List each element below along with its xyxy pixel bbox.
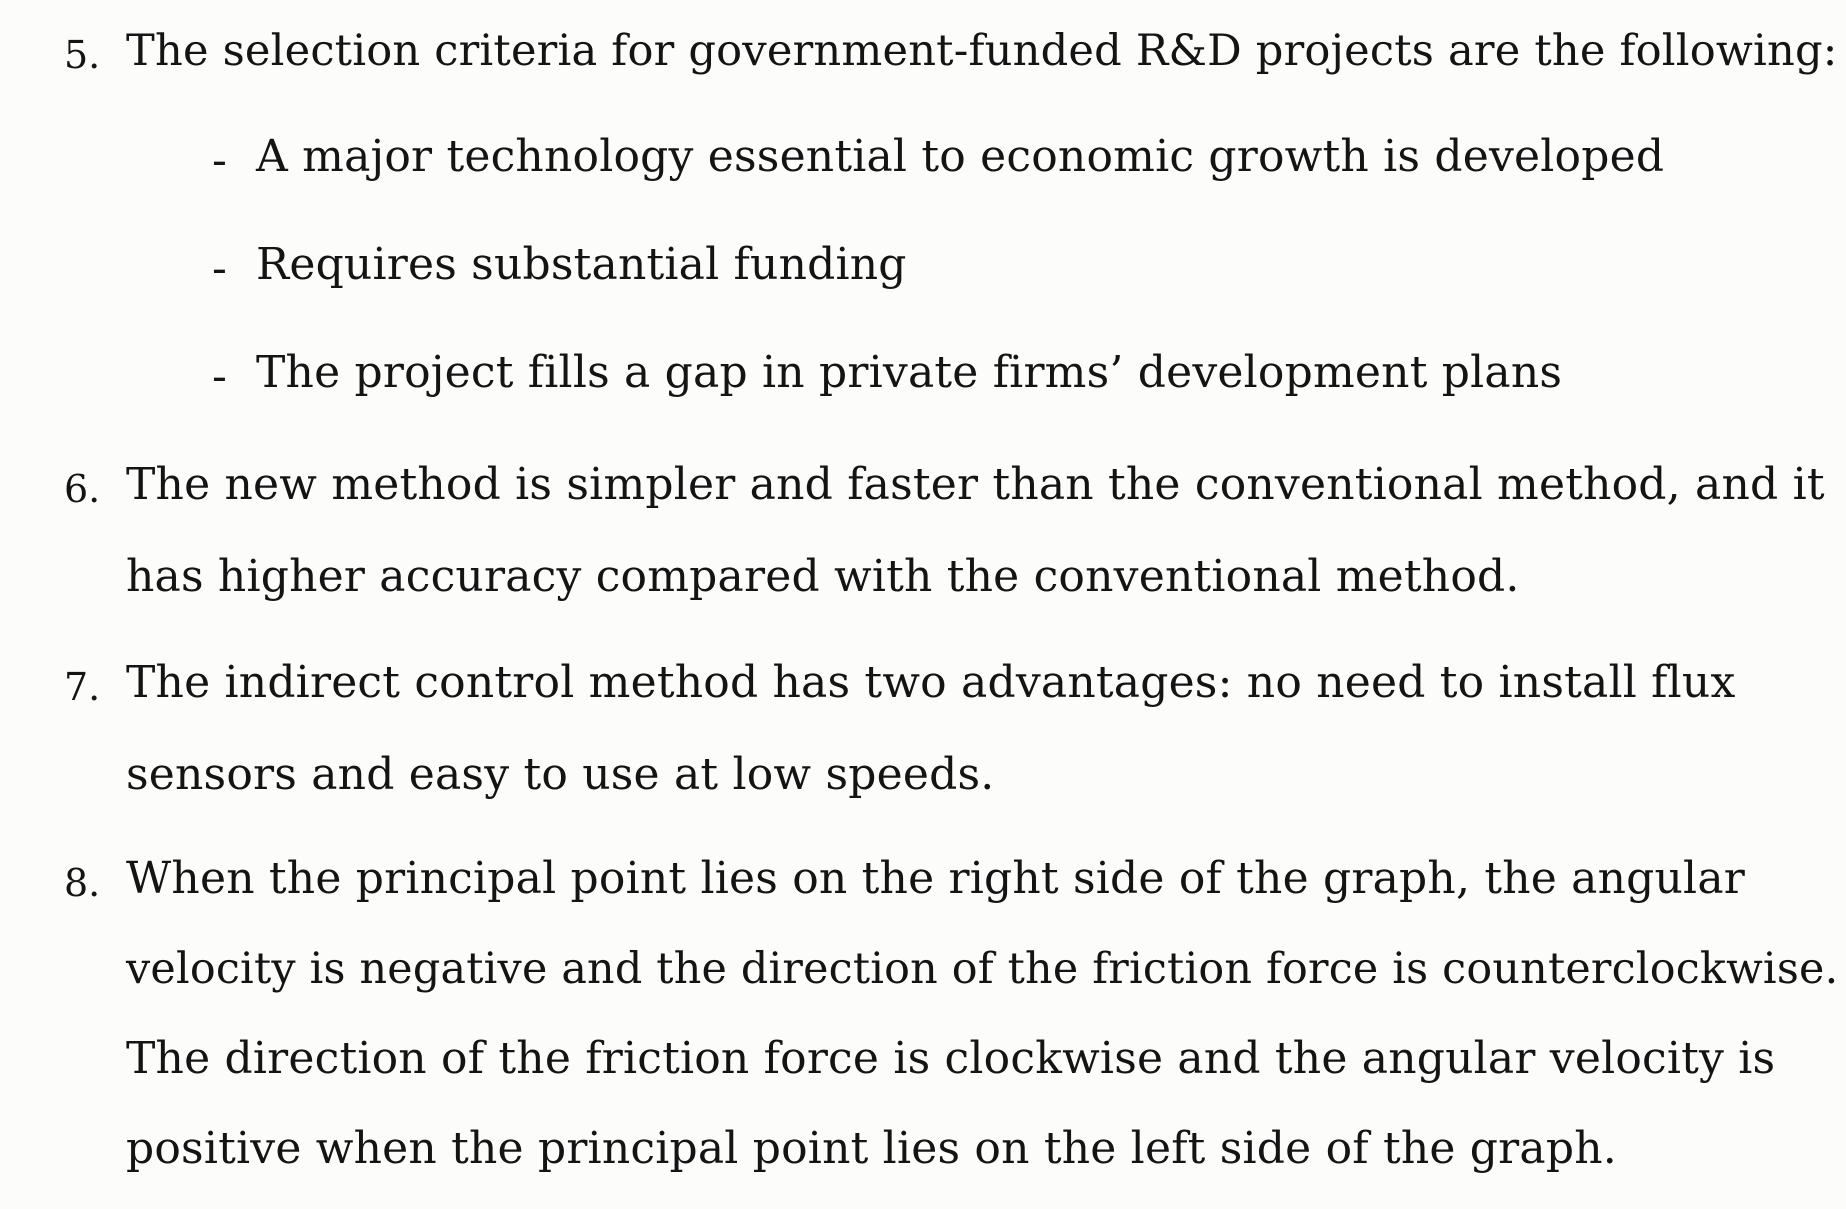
item-number: 7. [64,665,101,709]
item-number: 5. [64,33,101,77]
bullet-marker: - [212,243,227,294]
bullet-marker: - [212,351,227,402]
item-text-line: The indirect control method has two adva… [126,657,1736,708]
bullet-text: A major technology essential to economic… [256,131,1665,182]
item-text-line: has higher accuracy compared with the co… [126,551,1520,602]
bullet-marker: - [212,135,227,186]
item-text-line: velocity is negative and the direction o… [126,944,1839,994]
item-number: 6. [64,467,101,511]
item-number: 8. [64,861,101,905]
item-text-line: The new method is simpler and faster tha… [126,459,1825,510]
item-text-line: The selection criteria for government-fu… [126,26,1838,76]
item-text-line: The direction of the friction force is c… [126,1033,1776,1084]
bullet-text: The project fills a gap in private firms… [256,347,1563,398]
item-text-line: When the principal point lies on the rig… [126,853,1745,904]
bullet-text: Requires substantial funding [256,239,907,290]
item-text-line: positive when the principal point lies o… [126,1123,1617,1174]
item-text-line: sensors and easy to use at low speeds. [126,749,995,800]
